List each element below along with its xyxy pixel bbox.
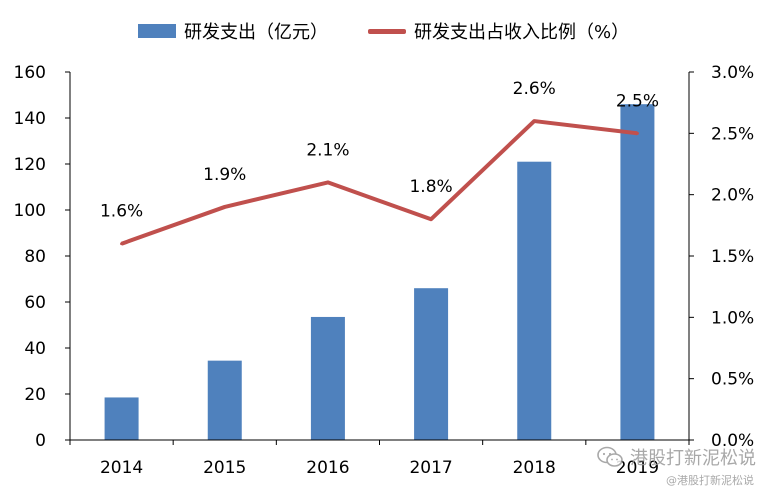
x-tick-label: 2018: [513, 458, 556, 478]
bar: [414, 288, 449, 440]
watermark-subtext: @港股打新泥松说: [666, 474, 754, 487]
y-right-tick-label: 1.5%: [711, 247, 754, 267]
y-right-tick-label: 0.5%: [711, 370, 754, 390]
watermark-text: 港股打新泥松说: [630, 448, 756, 469]
line-data-label: 1.6%: [100, 202, 143, 222]
legend-swatch-bar: [138, 24, 176, 38]
line-point: [635, 131, 639, 135]
x-tick-label: 2019: [616, 458, 659, 478]
y-right-tick-label: 1.0%: [711, 308, 754, 328]
y-left-tick-label: 20: [24, 385, 46, 405]
line-point: [429, 217, 433, 221]
line-point: [120, 242, 124, 246]
y-right-tick-label: 2.5%: [711, 124, 754, 144]
bar: [620, 104, 655, 440]
line-series: [120, 119, 638, 246]
bar: [104, 397, 139, 440]
line-data-label: 1.8%: [409, 177, 452, 197]
y-left-tick-label: 160: [14, 63, 46, 83]
wechat-icon: [597, 446, 623, 467]
y-left-tick-label: 120: [14, 155, 46, 175]
y-right-tick-label: 2.0%: [711, 186, 754, 206]
y-right-tick-label: 3.0%: [711, 63, 754, 83]
x-tick-label: 2015: [203, 458, 246, 478]
watermark: 港股打新泥松说: [596, 444, 756, 470]
line-data-label: 2.1%: [306, 140, 349, 160]
y-right-tick-label: 0.0%: [711, 431, 754, 451]
line-data-label: 2.5%: [616, 91, 659, 111]
bar: [517, 161, 552, 440]
legend-label-bar: 研发支出（亿元）: [184, 22, 328, 43]
legend: 研发支出（亿元） 研发支出占收入比例（%）: [0, 18, 768, 46]
legend-swatch-line: [368, 28, 406, 34]
y-left-tick-label: 80: [24, 247, 46, 267]
line-data-label: 1.9%: [203, 165, 246, 185]
x-tick-label: 2017: [409, 458, 452, 478]
y-left-tick-label: 60: [24, 293, 46, 313]
line-data-label: 2.6%: [513, 79, 556, 99]
bar: [310, 316, 345, 440]
y-left-tick-label: 100: [14, 201, 46, 221]
legend-item-bar: 研发支出（亿元）: [138, 18, 328, 44]
legend-label-line: 研发支出占收入比例（%）: [414, 22, 630, 43]
line-point: [223, 205, 227, 209]
x-tick-label: 2016: [306, 458, 349, 478]
y-left-tick-label: 0: [35, 431, 46, 451]
bar: [207, 360, 242, 440]
y-left-tick-label: 140: [14, 109, 46, 129]
x-tick-label: 2014: [100, 458, 143, 478]
legend-item-line: 研发支出占收入比例（%）: [368, 18, 629, 44]
line-point: [532, 119, 536, 123]
y-left-tick-label: 40: [24, 339, 46, 359]
line-point: [326, 180, 330, 184]
